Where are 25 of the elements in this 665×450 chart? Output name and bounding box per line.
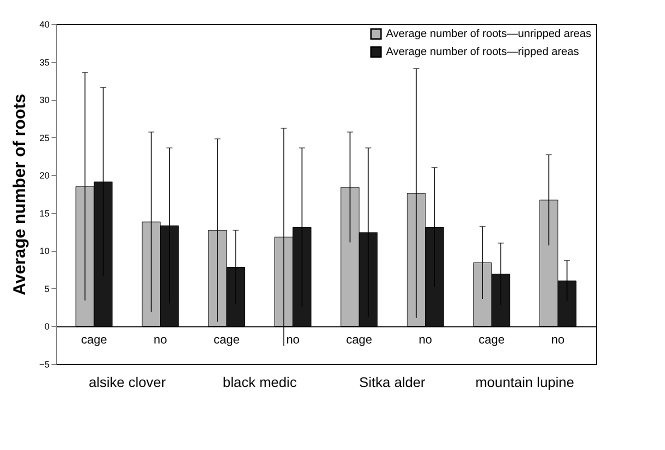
text: mountain lupine [475, 374, 574, 390]
text: alsike clover [88, 374, 166, 390]
text: Sitka alder [359, 374, 426, 390]
y-tick-label: 40 [39, 20, 50, 30]
y-tick-label: 30 [39, 95, 50, 106]
y-axis-title: Average number of roots [10, 94, 30, 296]
x-tick-label: cage [81, 332, 108, 347]
y-tick-label: 15 [39, 208, 50, 218]
text: black medic [222, 374, 297, 390]
legend-label: Average number of roots—unripped areas [386, 28, 592, 40]
y-tick-label: −5 [39, 360, 50, 370]
x-tick-label: no [286, 332, 300, 347]
x-tick-label: cage [478, 332, 505, 347]
y-tick-label: 10 [39, 246, 50, 256]
y-tick-label: 35 [39, 57, 50, 68]
y-tick-label: 5 [44, 284, 50, 294]
y-tick-label: 25 [39, 132, 50, 143]
x-tick-label: no [551, 332, 565, 347]
x-tick-label: no [418, 332, 432, 347]
y-tick-label: 20 [39, 170, 50, 181]
x-tick-label: cage [214, 332, 240, 347]
x-tick-label: cage [346, 332, 372, 347]
y-tick-label: 0 [44, 322, 50, 332]
legend-label: Average number of roots—ripped areas [386, 46, 580, 58]
x-tick-label: no [154, 332, 168, 347]
